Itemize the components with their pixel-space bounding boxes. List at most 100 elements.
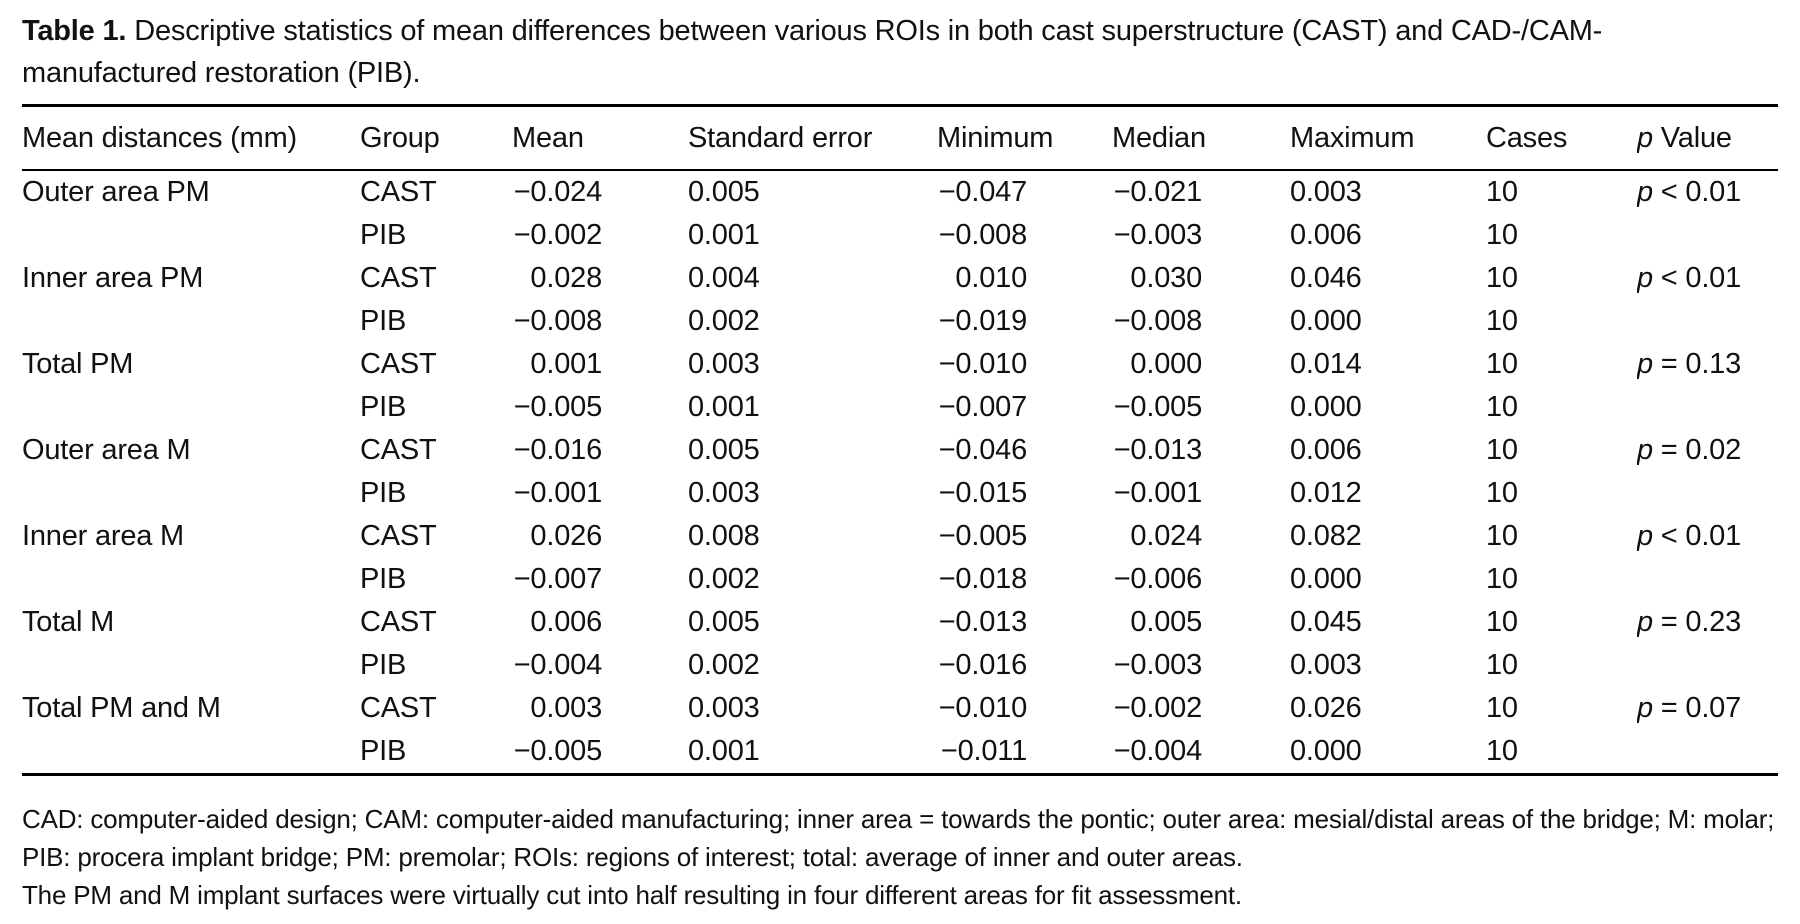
cell-minimum: −0.008 (937, 214, 1112, 257)
cell-group: CAST (360, 348, 437, 380)
cell-minimum-value: −0.015 (938, 477, 1028, 509)
cell-group: PIB (360, 391, 407, 423)
cell-group: PIB (360, 219, 407, 251)
cell-maximum: 0.003 (1290, 649, 1362, 681)
footnote-abbreviations: CAD: computer-aided design; CAM: compute… (22, 804, 1775, 872)
cell-p-value: p < 0.01 (1637, 176, 1742, 208)
cell-cases: 10 (1486, 606, 1518, 638)
table-row: PIB −0.005 0.001 −0.007 −0.005 0.000 10 (22, 386, 1778, 429)
cell-row-label (22, 472, 360, 515)
column-header-mean: Mean (512, 105, 688, 171)
cell-minimum: 0.010 (937, 257, 1112, 300)
cell-group: CAST (360, 606, 437, 638)
cell-standard-error: 0.002 (688, 649, 760, 681)
cell-maximum: 0.026 (1290, 692, 1362, 724)
cell-mean-value: 0.001 (530, 348, 602, 380)
table-row: PIB −0.001 0.003 −0.015 −0.001 0.012 10 (22, 472, 1778, 515)
cell-mean: 0.026 (512, 515, 688, 558)
cell-cases: 10 (1486, 219, 1518, 251)
cell-minimum: −0.018 (937, 558, 1112, 601)
cell-minimum: −0.015 (937, 472, 1112, 515)
cell-mean-value: 0.028 (530, 262, 602, 294)
cell-group: CAST (360, 176, 437, 208)
cell-mean: −0.005 (512, 386, 688, 429)
column-header-maximum: Maximum (1290, 105, 1486, 171)
table-row: PIB −0.007 0.002 −0.018 −0.006 0.000 10 (22, 558, 1778, 601)
cell-median-value: −0.005 (1113, 391, 1203, 423)
cell-row-label (22, 644, 360, 687)
cell-minimum-value: −0.018 (938, 563, 1028, 595)
cell-cases: 10 (1486, 434, 1518, 466)
cell-mean-value: −0.004 (513, 649, 603, 681)
cell-standard-error: 0.004 (688, 262, 760, 294)
cell-minimum: −0.019 (937, 300, 1112, 343)
statistics-table: Mean distances (mm) Group Mean Standard … (22, 104, 1778, 776)
cell-mean-value: −0.002 (513, 219, 603, 251)
cell-p-value: p = 0.07 (1637, 692, 1742, 724)
table-caption-label: Table 1. (22, 15, 127, 47)
cell-row-label (22, 386, 360, 429)
cell-mean-value: −0.001 (513, 477, 603, 509)
cell-median: −0.002 (1112, 687, 1290, 730)
cell-p-value (1637, 730, 1778, 775)
cell-minimum-value: −0.019 (938, 305, 1028, 337)
cell-minimum: −0.046 (937, 429, 1112, 472)
cell-maximum: 0.006 (1290, 434, 1362, 466)
cell-median-value: −0.006 (1113, 563, 1203, 595)
cell-standard-error: 0.005 (688, 176, 760, 208)
cell-p-value: p = 0.02 (1637, 434, 1742, 466)
cell-median: 0.005 (1112, 601, 1290, 644)
cell-median: 0.030 (1112, 257, 1290, 300)
table-caption: Table 1. Descriptive statistics of mean d… (22, 10, 1672, 94)
table-row: Total PM CAST 0.001 0.003 −0.010 0.000 0.014 10… (22, 343, 1778, 386)
cell-mean-value: −0.024 (513, 176, 603, 208)
cell-median: −0.021 (1112, 170, 1290, 214)
cell-p-value (1637, 386, 1778, 429)
cell-minimum-value: −0.011 (940, 735, 1027, 767)
cell-minimum-value: 0.010 (955, 262, 1027, 294)
cell-mean: −0.007 (512, 558, 688, 601)
cell-group: PIB (360, 305, 407, 337)
cell-standard-error: 0.003 (688, 692, 760, 724)
column-header-group: Group (360, 105, 512, 171)
cell-median-value: 0.000 (1130, 348, 1202, 380)
cell-median: −0.003 (1112, 644, 1290, 687)
cell-median-value: 0.005 (1130, 606, 1202, 638)
cell-standard-error: 0.005 (688, 434, 760, 466)
cell-row-label (22, 300, 360, 343)
cell-maximum: 0.000 (1290, 563, 1362, 595)
column-header-minimum: Minimum (937, 105, 1112, 171)
cell-median: −0.005 (1112, 386, 1290, 429)
cell-row-label (22, 558, 360, 601)
cell-standard-error: 0.001 (688, 219, 760, 251)
cell-median: −0.004 (1112, 730, 1290, 775)
cell-p-value (1637, 300, 1778, 343)
cell-maximum: 0.012 (1290, 477, 1362, 509)
cell-minimum-value: −0.008 (938, 219, 1028, 251)
cell-minimum-value: −0.010 (938, 692, 1028, 724)
cell-median-value: −0.003 (1113, 649, 1203, 681)
cell-minimum: −0.010 (937, 343, 1112, 386)
cell-maximum: 0.045 (1290, 606, 1362, 638)
cell-standard-error: 0.001 (688, 391, 760, 423)
cell-p-value (1637, 214, 1778, 257)
cell-row-label (22, 730, 360, 775)
cell-cases: 10 (1486, 735, 1518, 767)
column-header-median: Median (1112, 105, 1290, 171)
cell-cases: 10 (1486, 176, 1518, 208)
cell-median: −0.013 (1112, 429, 1290, 472)
cell-mean: −0.008 (512, 300, 688, 343)
cell-median: 0.000 (1112, 343, 1290, 386)
cell-p-value (1637, 472, 1778, 515)
cell-minimum: −0.013 (937, 601, 1112, 644)
cell-cases: 10 (1486, 563, 1518, 595)
cell-cases: 10 (1486, 692, 1518, 724)
table-row: PIB −0.008 0.002 −0.019 −0.008 0.000 10 (22, 300, 1778, 343)
cell-minimum-value: −0.010 (938, 348, 1028, 380)
cell-p-value (1637, 558, 1778, 601)
cell-minimum-value: −0.016 (938, 649, 1028, 681)
cell-standard-error: 0.003 (688, 348, 760, 380)
cell-row-label: Outer area PM (22, 176, 210, 208)
cell-standard-error: 0.005 (688, 606, 760, 638)
cell-p-value: p = 0.23 (1637, 606, 1742, 638)
